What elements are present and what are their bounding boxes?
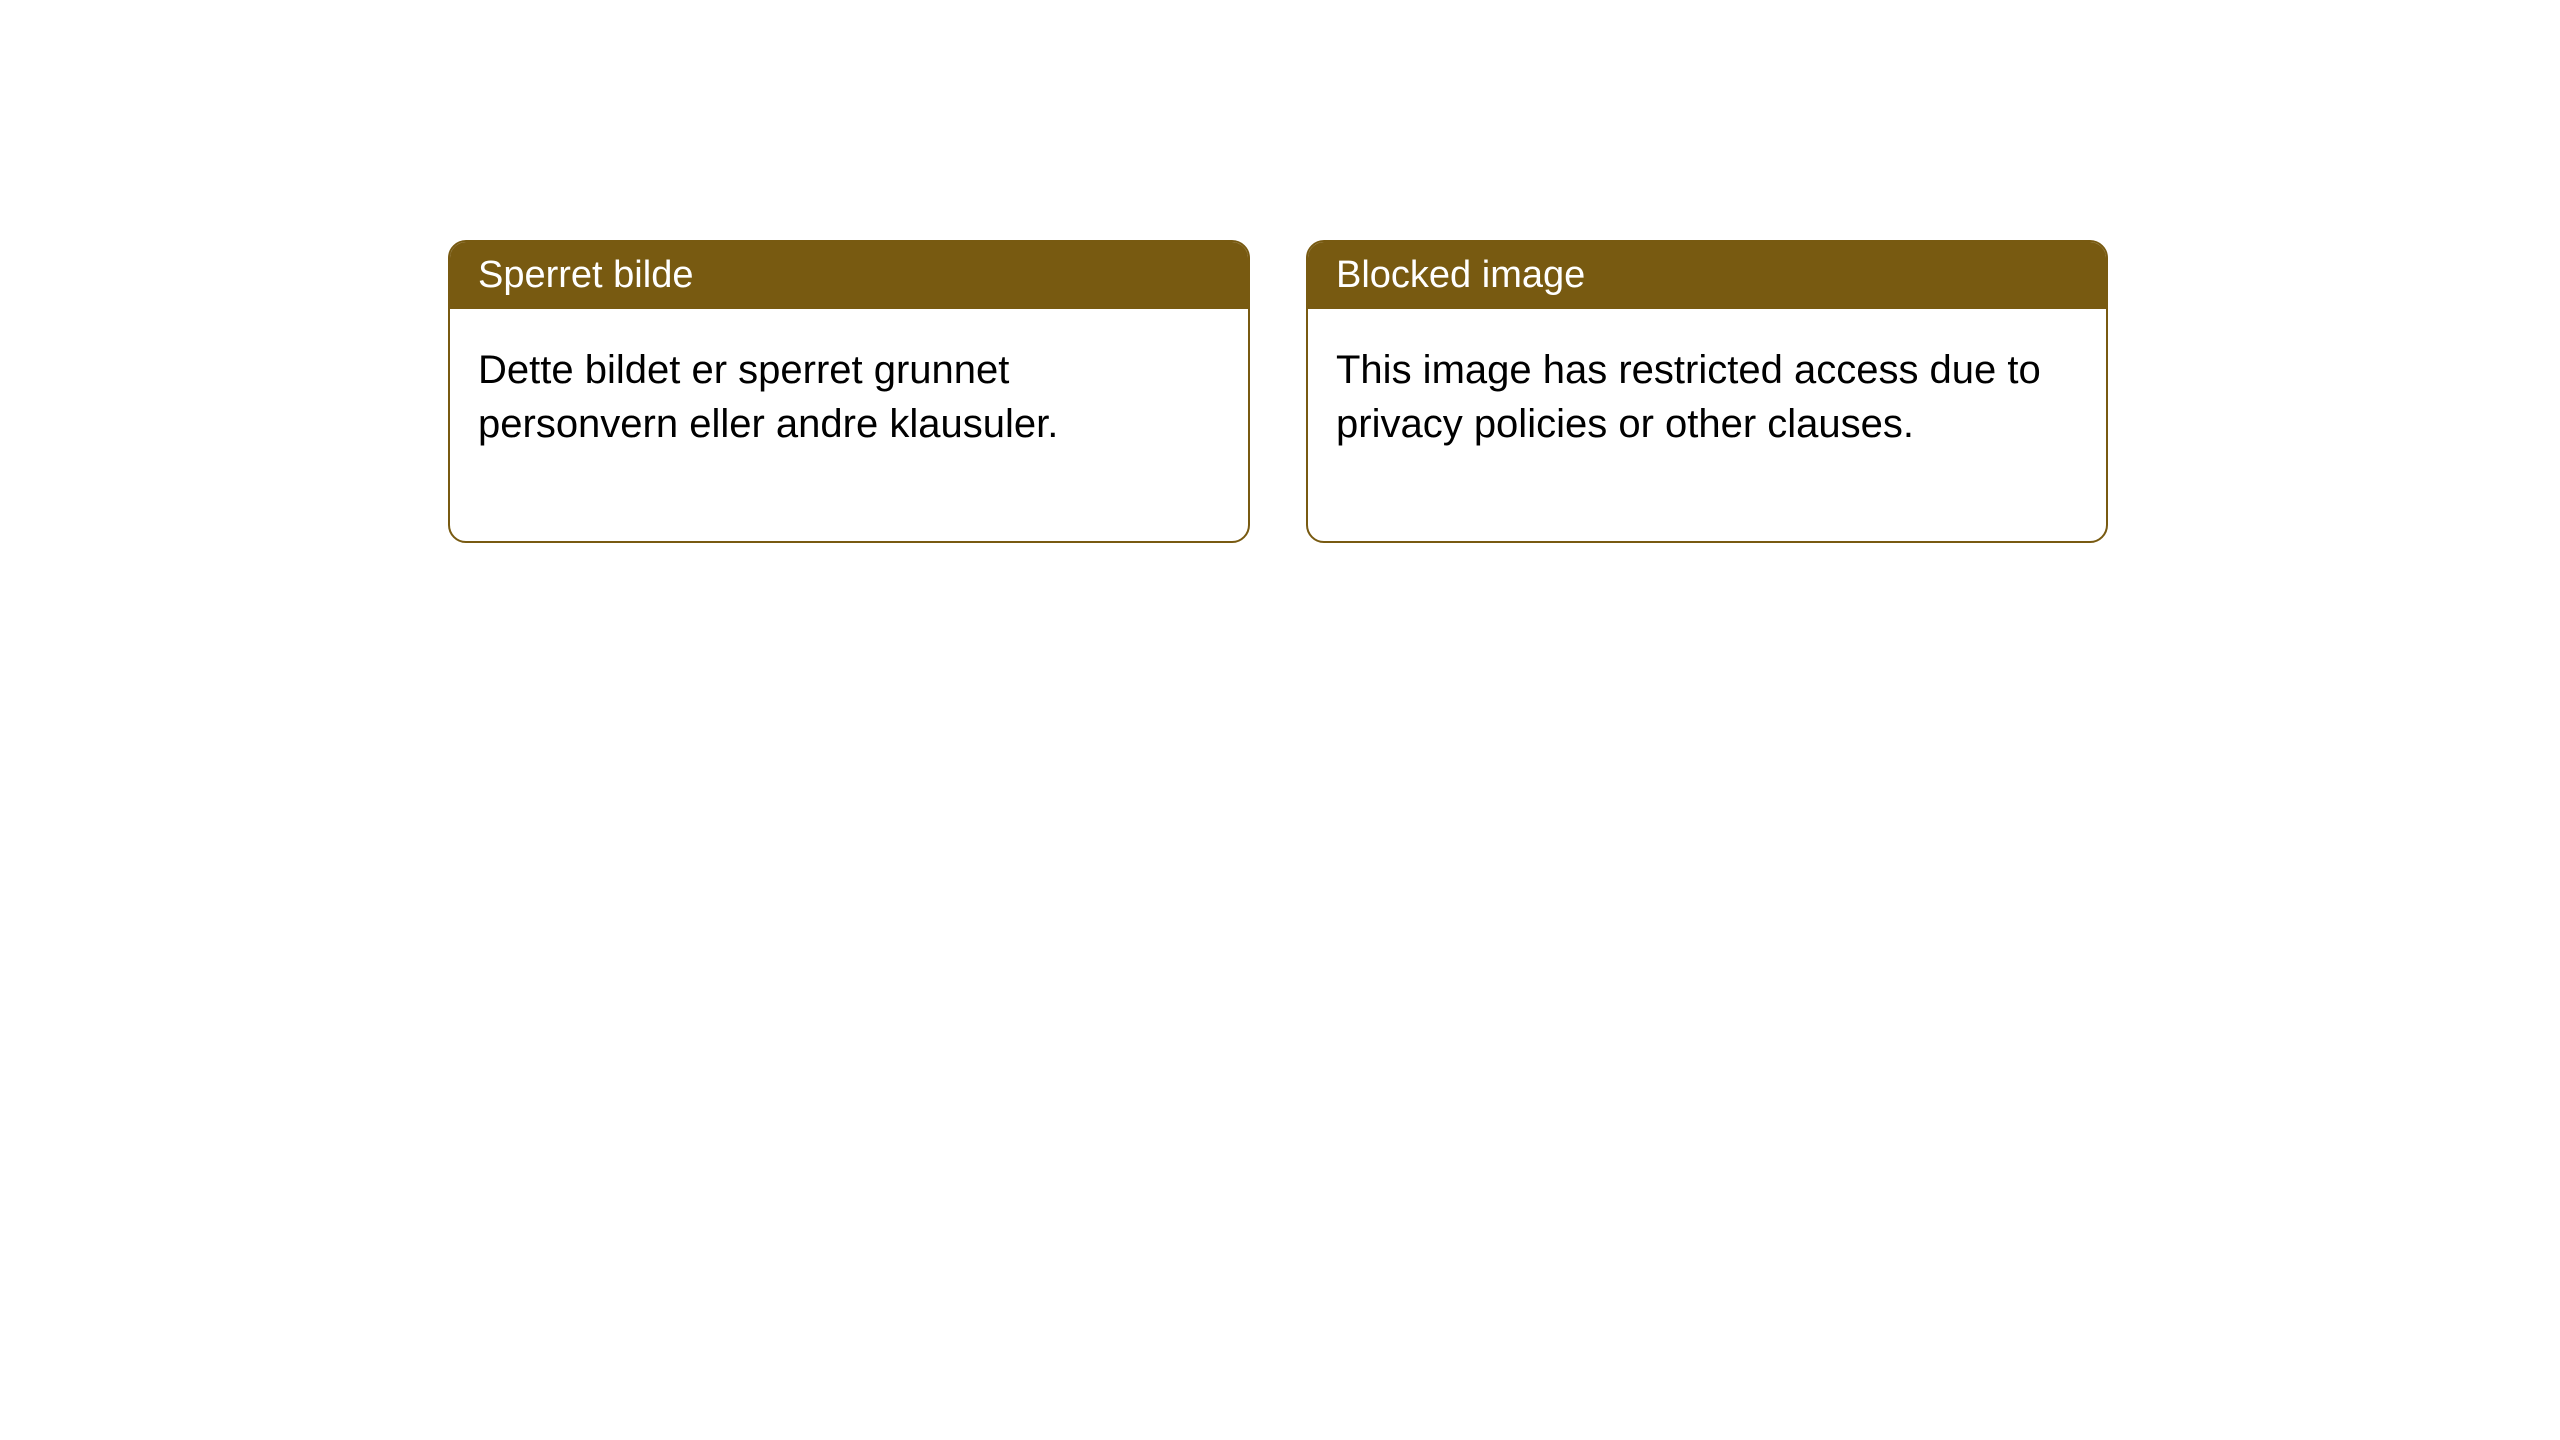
card-title: Blocked image [1308,242,2106,309]
card-body-text: Dette bildet er sperret grunnet personve… [450,309,1248,541]
card-title: Sperret bilde [450,242,1248,309]
notice-card-english: Blocked image This image has restricted … [1306,240,2108,543]
card-body-text: This image has restricted access due to … [1308,309,2106,541]
notice-card-norwegian: Sperret bilde Dette bildet er sperret gr… [448,240,1250,543]
notice-container: Sperret bilde Dette bildet er sperret gr… [0,0,2560,543]
